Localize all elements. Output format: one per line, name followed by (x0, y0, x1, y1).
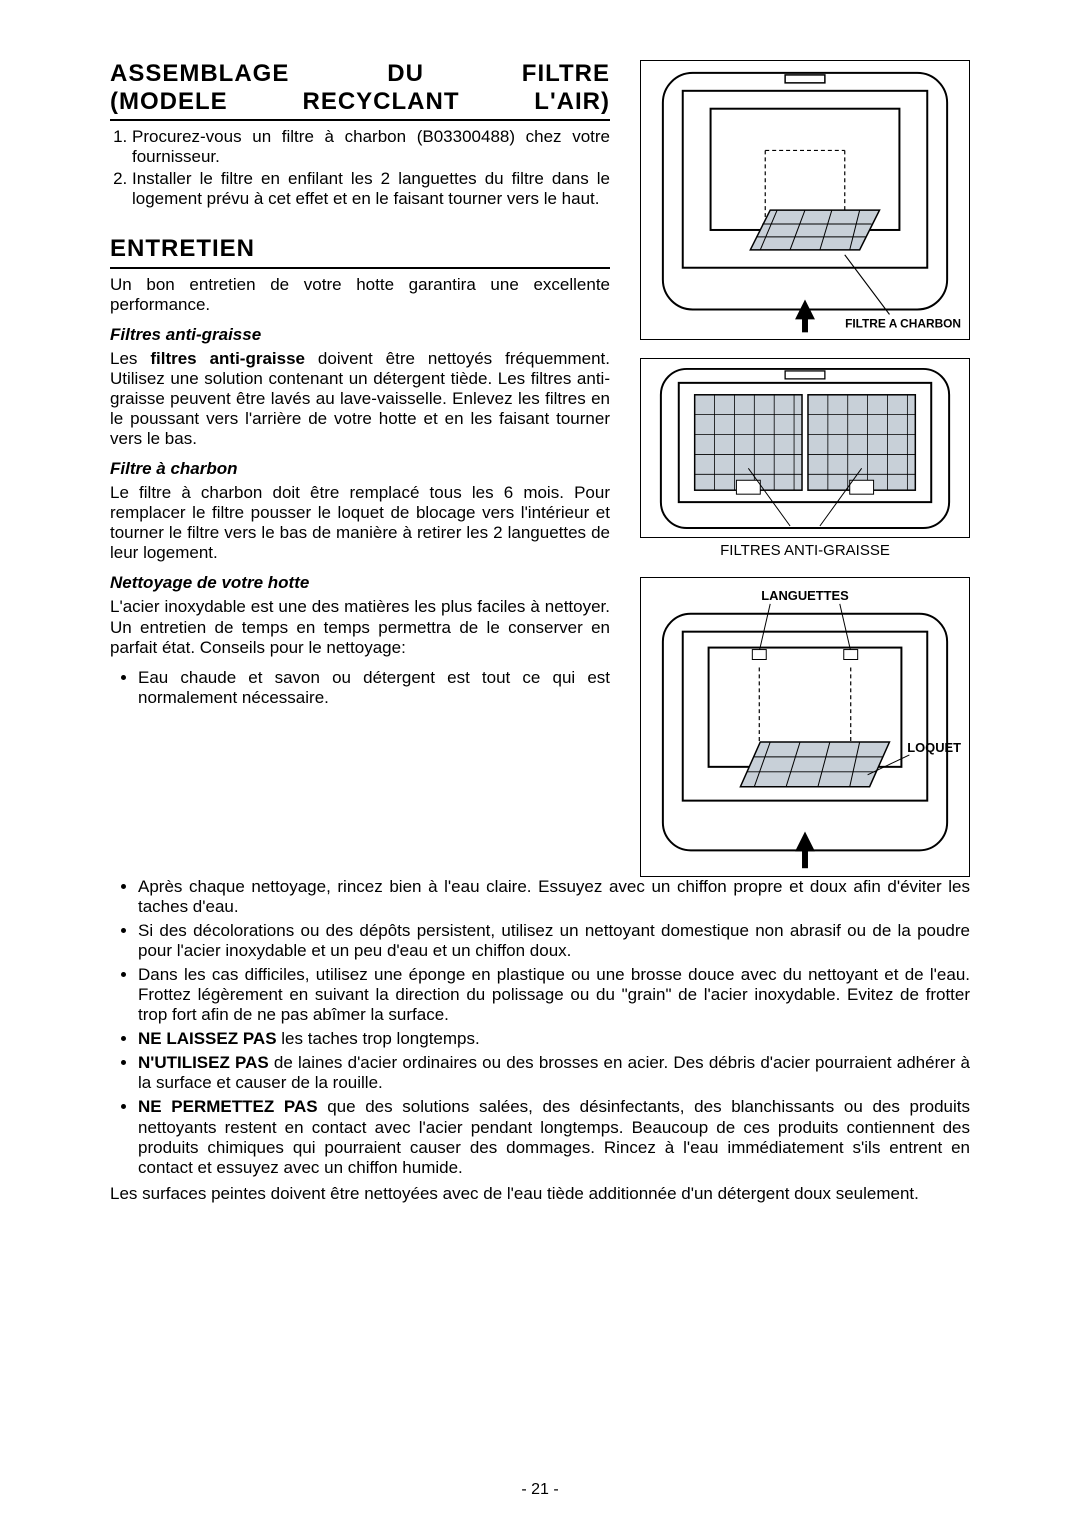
bold-lead: NE LAISSEZ PAS (138, 1029, 277, 1048)
cleaning-bullets-narrow: Eau chaude et savon ou détergent est tou… (110, 668, 610, 708)
subhead-charcoal-filter: Filtre à charbon (110, 459, 610, 479)
full-width-region: Après chaque nettoyage, rincez bien à l'… (110, 877, 970, 1204)
fig1-inline-label: FILTRE A CHARBON (845, 316, 961, 330)
left-column: ASSEMBLAGE DU FILTRE (MODELE RECYCLANT L… (110, 60, 610, 877)
page-number: - 21 - (0, 1481, 1080, 1499)
text-bold: filtres anti-graisse (150, 349, 305, 368)
right-column-figures: FILTRE A CHARBON (640, 60, 970, 877)
bullet-item: Si des décolorations ou des dépôts persi… (138, 921, 970, 961)
text-pre: Les (110, 349, 150, 368)
entretien-intro: Un bon entretien de votre hotte garantir… (110, 275, 610, 315)
heading-line2: (MODELE RECYCLANT L'AIR) (110, 88, 610, 115)
bullet-item: Dans les cas difficiles, utilisez une ép… (138, 965, 970, 1025)
heading-rule (110, 119, 610, 121)
cleaning-closing: Les surfaces peintes doivent être nettoy… (110, 1184, 970, 1204)
fig3-tabs-label: LANGUETTES (761, 588, 849, 603)
bullet-item: N'UTILISEZ PAS de laines d'acier ordinai… (138, 1053, 970, 1093)
bold-lead: N'UTILISEZ PAS (138, 1053, 269, 1072)
cleaning-body: L'acier inoxydable est une des matières … (110, 597, 610, 657)
charcoal-filter-body: Le filtre à charbon doit être remplacé t… (110, 483, 610, 563)
cleaning-bullets-full: Après chaque nettoyage, rincez bien à l'… (110, 877, 970, 1178)
subhead-grease-filters: Filtres anti-graisse (110, 325, 610, 345)
bullet-item: Eau chaude et savon ou détergent est tou… (138, 668, 610, 708)
bullet-item: NE PERMETTEZ PAS que des solutions salée… (138, 1097, 970, 1177)
figure-tabs-latch: LANGUETTES (640, 577, 970, 877)
rest: les taches trop longtemps. (277, 1029, 480, 1048)
step-1: Procurez-vous un filtre à charbon (B0330… (132, 127, 610, 167)
fig2-caption: FILTRES ANTI-GRAISSE (640, 542, 970, 559)
page: ASSEMBLAGE DU FILTRE (MODELE RECYCLANT L… (0, 0, 1080, 1529)
figure-grease-filters (640, 358, 970, 538)
assembly-steps: Procurez-vous un filtre à charbon (B0330… (110, 127, 610, 209)
bullet-item: Après chaque nettoyage, rincez bien à l'… (138, 877, 970, 917)
subhead-cleaning: Nettoyage de votre hotte (110, 573, 610, 593)
heading-line1: ASSEMBLAGE DU FILTRE (110, 60, 610, 87)
step-2: Installer le filtre en enfilant les 2 la… (132, 169, 610, 209)
figure-charcoal-filter: FILTRE A CHARBON (640, 60, 970, 340)
bold-lead: NE PERMETTEZ PAS (138, 1097, 318, 1116)
heading-rule-2 (110, 267, 610, 269)
grease-filters-body: Les filtres anti-graisse doivent être ne… (110, 349, 610, 449)
bullet-item: NE LAISSEZ PAS les taches trop longtemps… (138, 1029, 970, 1049)
fig3-latch-label: LOQUET (907, 740, 961, 755)
heading-entretien: ENTRETIEN (110, 235, 610, 263)
two-column-region: ASSEMBLAGE DU FILTRE (MODELE RECYCLANT L… (110, 60, 970, 877)
heading-assemblage: ASSEMBLAGE DU FILTRE (MODELE RECYCLANT L… (110, 60, 610, 115)
figure-grease-filters-wrap: FILTRES ANTI-GRAISSE (640, 358, 970, 559)
